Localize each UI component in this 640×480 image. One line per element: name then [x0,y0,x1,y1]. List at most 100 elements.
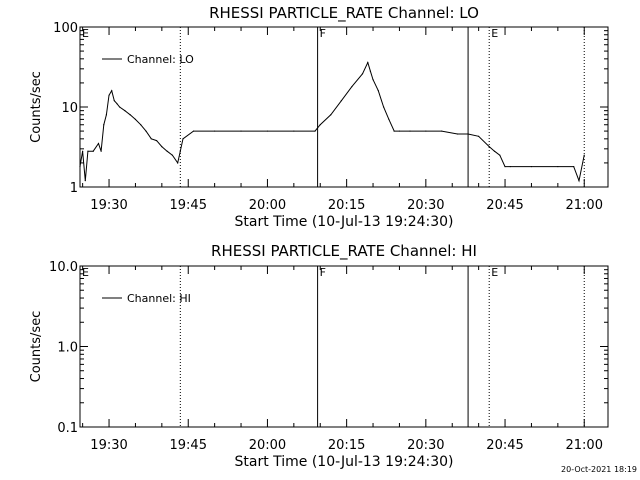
data-point [367,61,369,64]
data-point [97,142,100,145]
chart-panel-2: RHESSI PARTICLE_RATE Channel: HI 0.1 1.0 10… [29,242,609,470]
data-point [161,145,163,148]
x-tick-label: 21:00 [566,198,603,213]
data-point [398,130,401,132]
data-point [383,106,385,108]
event-marker-label: F [320,266,326,279]
data-point [82,150,84,152]
chart-panel-1: RHESSI PARTICLE_RATE Channel: LO 1 10 100 19… [29,4,609,230]
plot-frame [79,26,609,188]
plot-frame [79,265,609,428]
data-point [214,130,216,132]
data-point [351,85,353,88]
x-tick-label: 20:15 [328,438,365,453]
x-tick-label: 21:00 [566,438,603,453]
data-point [361,73,364,75]
data-point [119,106,121,108]
event-marker-label: E [82,27,89,40]
y-axis-label: Counts/sec [29,71,44,143]
data-point [105,114,107,116]
data-point [240,130,242,132]
data-point [100,150,102,152]
x-tick-label: 19:30 [90,198,127,213]
x-tick-label: 20:00 [249,198,286,213]
data-point [140,124,142,126]
data-point [578,180,580,182]
data-point [499,154,501,156]
data-point [393,130,395,132]
data-point [129,114,131,116]
x-tick-label: 19:45 [170,198,207,213]
legend-label: Channel: HI [127,292,191,305]
x-tick-label: 20:45 [486,198,523,213]
data-point [493,150,496,152]
y-tick-label: 1.0 [57,341,78,356]
data-point [134,118,137,120]
data-point [124,110,126,112]
data-point [504,165,506,168]
data-point [425,130,427,132]
event-marker-label: F [320,27,326,40]
x-tick-label: 19:45 [170,438,207,453]
y-tick-label: 100 [53,21,78,36]
data-point [330,114,332,116]
x-tick-label: 20:30 [407,438,444,453]
data-point [573,165,575,168]
data-point [369,70,371,72]
data-point [530,165,533,168]
data-point [87,150,89,152]
event-marker-label: E [491,27,498,40]
data-point [84,180,86,182]
y-tick-label: 1 [70,181,78,196]
x-tick-label: 20:30 [407,198,444,213]
data-point [266,130,269,132]
data-point [488,145,490,148]
x-tick-label: 20:45 [486,438,523,453]
data-point [377,90,379,92]
data-point [79,165,81,168]
data-point [372,79,374,81]
data-point [113,100,115,102]
data-point [583,154,585,156]
data-point [182,138,184,140]
data-point [409,130,411,132]
y-tick-label: 0.1 [57,421,78,436]
y-axis-label: Counts/sec [29,311,44,383]
y-tick-label: 10.0 [49,260,78,275]
data-point [166,150,168,152]
x-tick-label: 20:00 [249,438,286,453]
y-tick-label: 10 [61,101,78,116]
data-point [314,130,316,132]
data-point [155,140,158,142]
data-point [557,165,559,168]
data-point [441,130,443,132]
data-point [116,103,118,105]
event-marker-label: E [491,266,498,279]
data-point [456,133,459,135]
data-point [150,138,152,140]
x-tick-label: 19:30 [90,438,127,453]
data-point [293,130,295,132]
data-point [340,100,342,102]
data-point [467,133,469,135]
data-point [177,162,179,164]
x-axis-label: Start Time (10-Jul-13 19:24:30) [234,454,453,470]
data-point [145,130,147,132]
chart-title: RHESSI PARTICLE_RATE Channel: LO [209,4,479,23]
data-point [92,150,94,152]
data-point [171,154,173,156]
data-point [478,135,480,137]
data-point [192,130,195,132]
chart-title: RHESSI PARTICLE_RATE Channel: HI [211,242,477,261]
series-line [79,61,585,183]
data-point [108,94,110,96]
data-point [103,124,105,126]
x-axis-label: Start Time (10-Jul-13 19:24:30) [234,214,453,230]
data-point [509,165,511,168]
event-marker-label: E [82,266,89,279]
data-point [179,150,181,152]
x-tick-label: 20:15 [328,198,365,213]
data-point [388,118,390,120]
footer-timestamp: 20-Oct-2021 18:19 [561,465,637,474]
